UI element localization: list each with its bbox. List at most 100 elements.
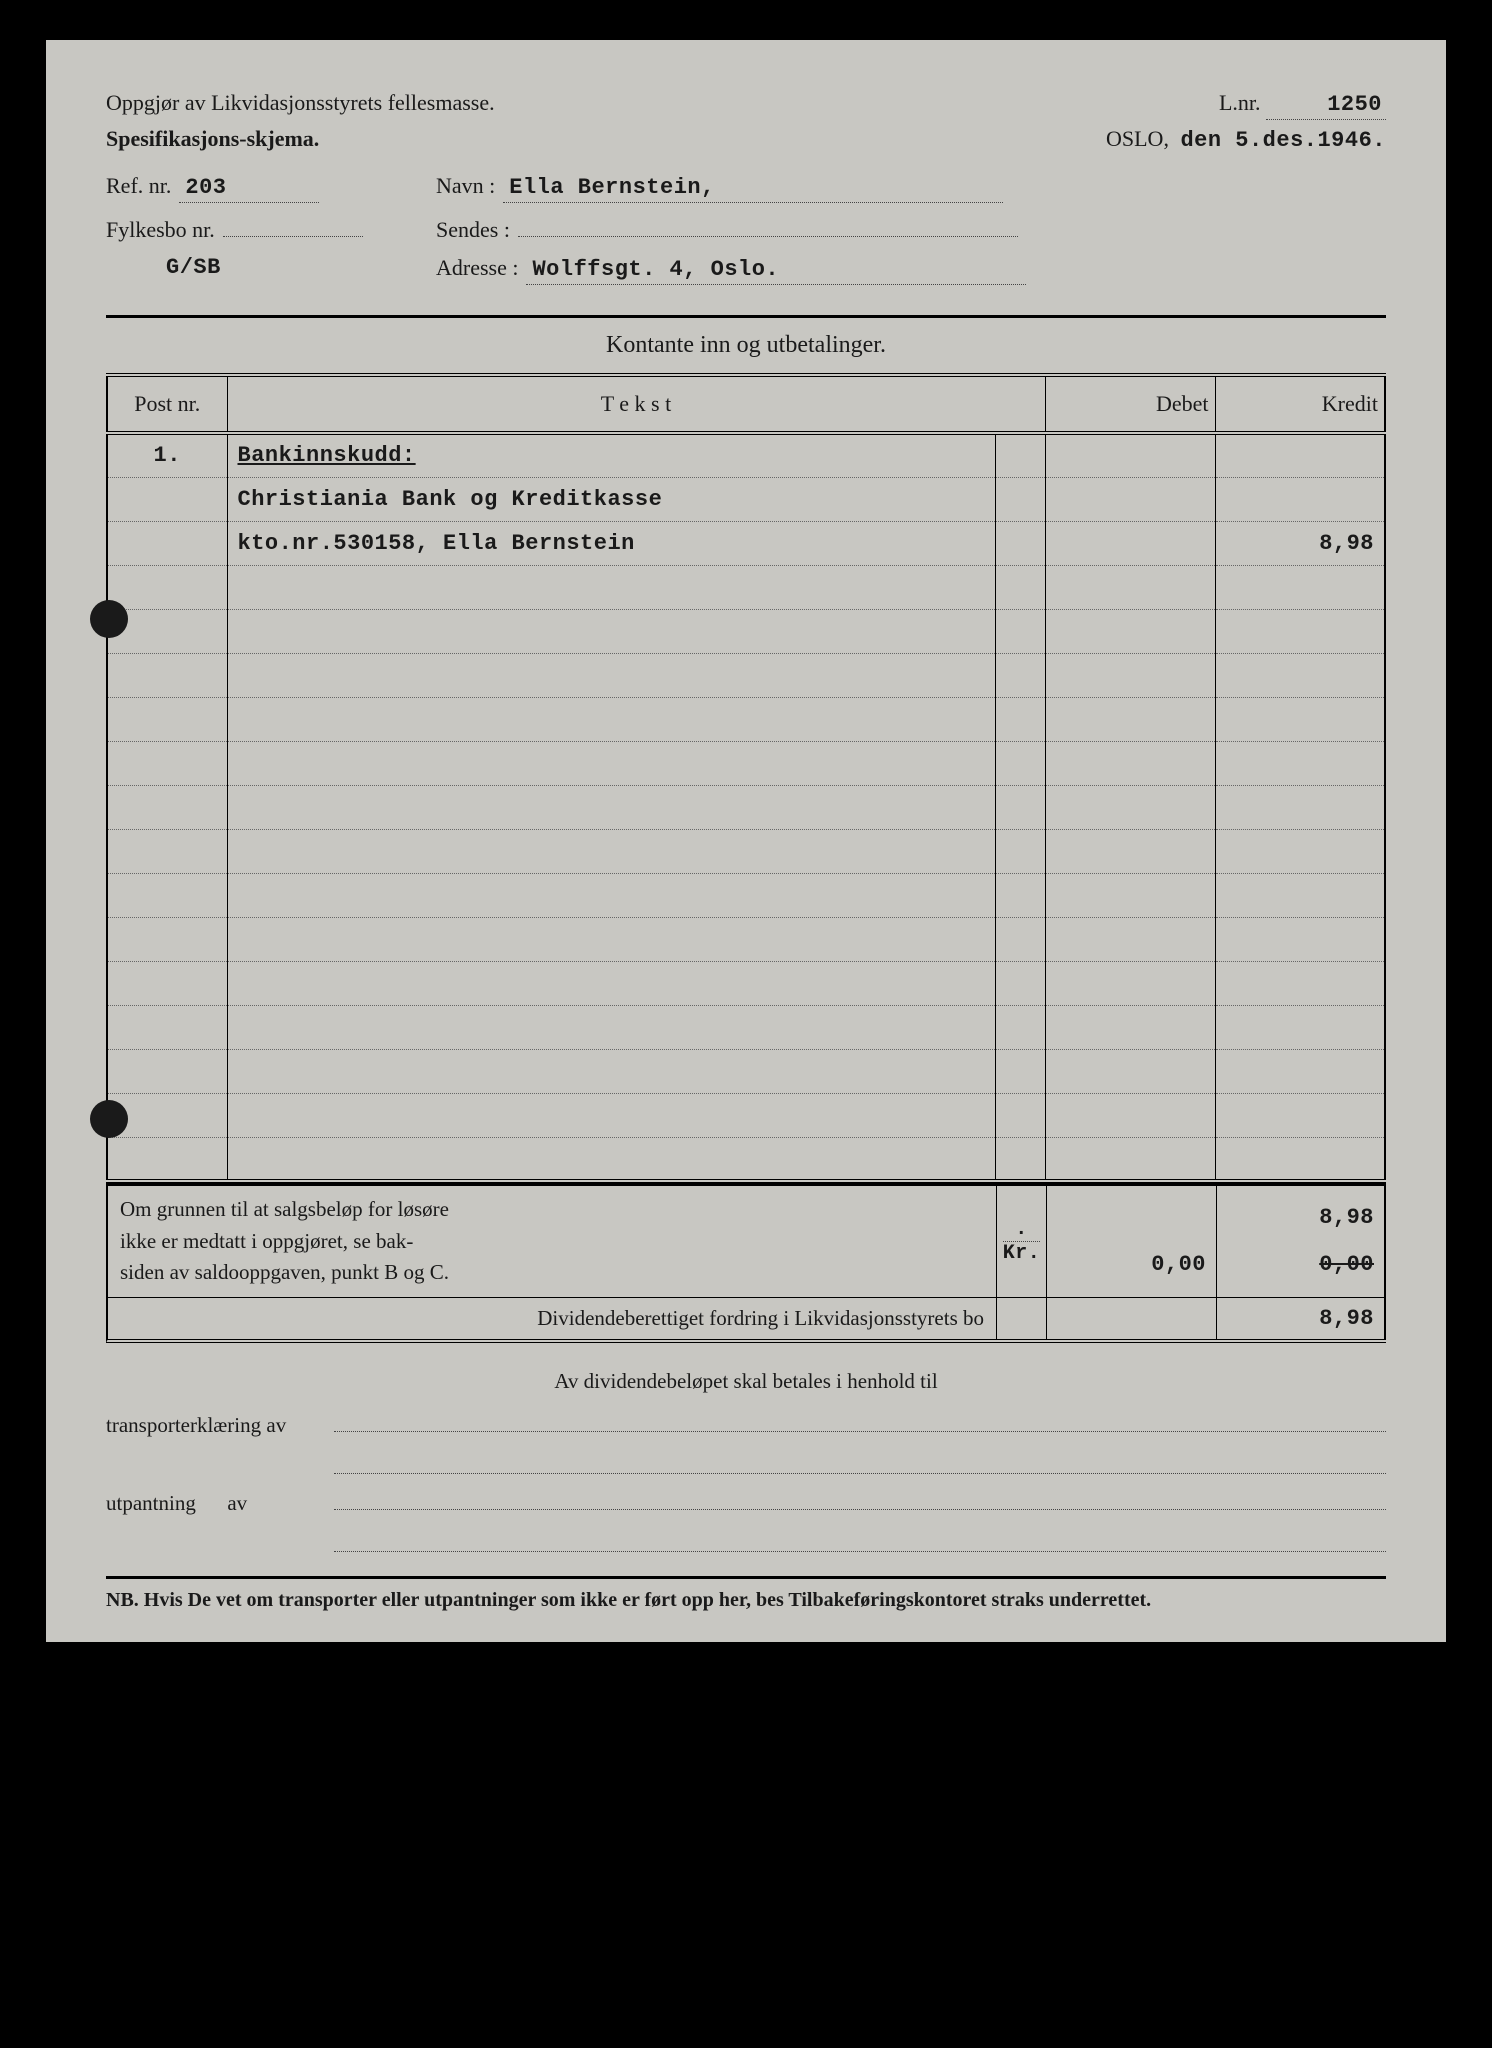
cell-post [107,697,227,741]
cell-debet [1045,873,1215,917]
cell-kredit [1215,873,1385,917]
sendes-value [518,215,1018,237]
col-post: Post nr. [107,375,227,433]
adresse-label: Adresse : [436,255,518,281]
header-row-2: Spesifikasjons-skjema. OSLO, den 5.des.1… [106,126,1386,153]
cell-kredit [1215,961,1385,1005]
cell-sub [995,829,1045,873]
cell-tekst [227,873,995,917]
lnr-value: 1250 [1266,92,1386,120]
footer-note-1: Om grunnen til at salgsbeløp for løsøre [120,1194,984,1226]
cell-sub [995,873,1045,917]
cell-post [107,653,227,697]
cell-debet [1045,1049,1215,1093]
fylkesbo-label: Fylkesbo nr. [106,217,215,243]
cell-post [107,477,227,521]
table-row [107,829,1385,873]
form-title-1: Oppgjør av Likvidasjonsstyrets fellesmas… [106,90,1036,120]
sendes-label: Sendes : [436,217,510,243]
cell-kredit [1215,565,1385,609]
document-page: Oppgjør av Likvidasjonsstyrets fellesmas… [46,40,1446,1642]
cell-post: 1. [107,433,227,477]
cell-post [107,521,227,565]
table-row [107,653,1385,697]
table-row [107,873,1385,917]
cell-post [107,829,227,873]
cell-debet [1045,477,1215,521]
adresse-value: Wolffsgt. 4, Oslo. [526,257,1026,285]
code-value: G/SB [166,255,221,280]
table-row [107,1093,1385,1137]
form-title-2: Spesifikasjons-skjema. [106,126,1036,153]
dividend-value: 8,98 [1216,1298,1386,1339]
cell-tekst [227,697,995,741]
footer-note-2: ikke er medtatt i oppgjøret, se bak- [120,1226,984,1258]
sum-debet: 0,00 [1046,1186,1216,1297]
cell-debet [1045,961,1215,1005]
cell-sub [995,917,1045,961]
cell-kredit: 8,98 [1215,521,1385,565]
cell-kredit [1215,477,1385,521]
table-row: 1.Bankinnskudd: [107,433,1385,477]
table-row [107,961,1385,1005]
cell-tekst [227,653,995,697]
av-label: av [227,1491,247,1515]
cell-tekst [227,785,995,829]
cell-sub [995,565,1045,609]
cell-post [107,1049,227,1093]
nb-notice: NB. Hvis De vet om transporter eller utp… [106,1576,1386,1612]
lnr-field: L.nr. 1250 [1036,90,1386,120]
signature-line [334,1452,1386,1474]
cell-post [107,1137,227,1181]
table-row [107,1137,1385,1181]
cell-sub [995,741,1045,785]
cell-sub [995,1005,1045,1049]
cell-tekst [227,1137,995,1181]
cell-debet [1045,1005,1215,1049]
cell-post [107,917,227,961]
punch-hole-icon [90,1100,128,1138]
table-row [107,609,1385,653]
footer-sum-row: Om grunnen til at salgsbeløp for løsøre … [108,1186,1386,1297]
cell-tekst [227,961,995,1005]
cell-kredit [1215,1093,1385,1137]
cell-kredit [1215,1005,1385,1049]
cell-post [107,785,227,829]
date-field: OSLO, den 5.des.1946. [1036,126,1386,153]
ledger-table: Post nr. T e k s t Debet Kredit 1.Bankin… [106,373,1386,1183]
header-row-1: Oppgjør av Likvidasjonsstyrets fellesmas… [106,90,1386,120]
footer-note-3: siden av saldooppgaven, punkt B og C. [120,1257,984,1289]
cell-sub [995,961,1045,1005]
cell-tekst [227,609,995,653]
cell-tekst [227,565,995,609]
table-row [107,785,1385,829]
cell-post [107,873,227,917]
table-row [107,1005,1385,1049]
kr-label: . Kr. [996,1186,1046,1297]
cell-kredit [1215,653,1385,697]
lnr-label: L.nr. [1219,90,1261,115]
table-row [107,917,1385,961]
sum-kredit: 8,98 [1227,1205,1374,1230]
table-row [107,741,1385,785]
bottom-section: Av dividendebeløpet skal betales i henho… [106,1369,1386,1612]
cell-tekst: Christiania Bank og Kreditkasse [227,477,995,521]
cell-post [107,741,227,785]
cell-kredit [1215,697,1385,741]
signature-line [334,1410,1386,1432]
cell-debet [1045,1093,1215,1137]
utpantning-row: utpantning av [106,1488,1386,1516]
ref-value: 203 [179,175,319,203]
footer-dividend-row: Dividendeberettiget fordring i Likvidasj… [108,1297,1386,1339]
utpantning-label: utpantning [106,1491,196,1515]
cell-sub [995,1093,1045,1137]
cell-sub [995,477,1045,521]
cell-debet [1045,829,1215,873]
signature-line [334,1530,1386,1552]
cell-kredit [1215,785,1385,829]
cell-kredit [1215,1137,1385,1181]
cell-tekst [227,1093,995,1137]
date-value: 5.des.1946. [1235,128,1386,153]
cell-sub [995,609,1045,653]
cell-debet [1045,433,1215,477]
